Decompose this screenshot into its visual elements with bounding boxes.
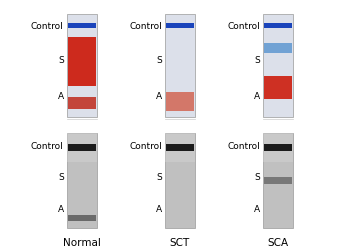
Bar xyxy=(263,134,293,228)
Text: Normal: Normal xyxy=(63,238,101,248)
Bar xyxy=(265,177,292,184)
Text: A: A xyxy=(58,205,64,214)
Text: Control: Control xyxy=(129,142,162,151)
Text: S: S xyxy=(156,56,162,65)
Text: Control: Control xyxy=(31,142,64,151)
Text: SCT: SCT xyxy=(170,238,190,248)
Text: A: A xyxy=(58,92,64,101)
Bar xyxy=(166,23,194,28)
Bar xyxy=(165,14,195,117)
Bar xyxy=(166,144,194,150)
Bar xyxy=(263,134,293,162)
Bar xyxy=(265,144,292,150)
Bar xyxy=(68,97,95,109)
Bar xyxy=(68,215,95,220)
Text: S: S xyxy=(255,173,260,182)
Text: S: S xyxy=(255,56,260,65)
Text: A: A xyxy=(254,92,260,101)
Bar xyxy=(166,92,194,111)
Text: A: A xyxy=(156,92,162,101)
Text: Control: Control xyxy=(129,22,162,31)
Bar xyxy=(165,134,195,162)
Bar xyxy=(165,134,195,228)
Bar xyxy=(67,134,97,162)
Bar xyxy=(68,37,95,86)
Text: S: S xyxy=(58,173,64,182)
Text: A: A xyxy=(156,205,162,214)
Bar xyxy=(265,76,292,99)
Bar xyxy=(265,43,292,53)
Text: SCA: SCA xyxy=(268,238,289,248)
Bar xyxy=(68,144,95,150)
Text: S: S xyxy=(156,173,162,182)
Bar xyxy=(67,14,97,117)
Bar xyxy=(265,23,292,28)
Text: Control: Control xyxy=(228,22,260,31)
Text: A: A xyxy=(254,205,260,214)
Text: Control: Control xyxy=(31,22,64,31)
Bar xyxy=(68,23,95,28)
Text: S: S xyxy=(58,56,64,65)
Text: Control: Control xyxy=(228,142,260,151)
Bar xyxy=(263,14,293,117)
Bar xyxy=(67,134,97,228)
